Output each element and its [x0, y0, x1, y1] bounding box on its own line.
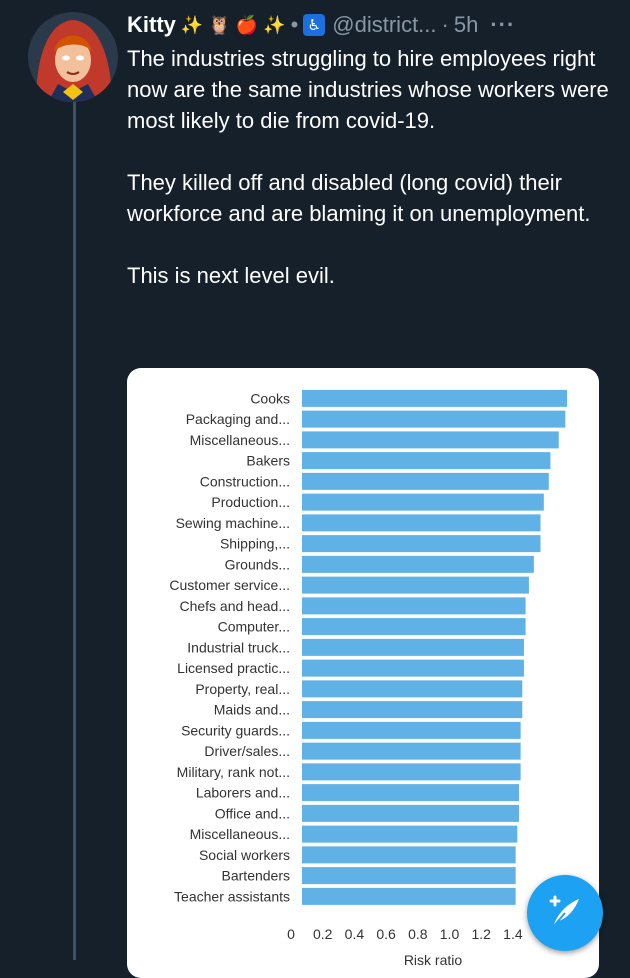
- category-label: Laborers and...: [196, 785, 290, 801]
- bar: [302, 721, 521, 739]
- bar: [302, 763, 521, 781]
- bar: [302, 535, 541, 553]
- x-tick-label: 1.0: [440, 926, 460, 942]
- bar: [302, 825, 518, 843]
- bar: [302, 431, 559, 449]
- bar: [302, 867, 516, 885]
- bar: [302, 597, 526, 615]
- category-label: Sewing machine...: [176, 515, 290, 531]
- risk-ratio-bar-chart: Cooks Packaging and... Miscellaneous... Bak…: [169, 389, 567, 968]
- category-label: Construction...: [200, 473, 290, 489]
- bar: [302, 659, 524, 677]
- category-label: Social workers: [199, 847, 290, 863]
- bar: [302, 846, 516, 864]
- tweet-paragraph: This is next level evil.: [127, 263, 335, 288]
- category-label: Security guards...: [181, 722, 290, 738]
- bar: [302, 576, 529, 594]
- bar: [302, 638, 524, 656]
- bar: [302, 452, 551, 470]
- bar: [302, 680, 523, 698]
- category-label: Customer service...: [169, 577, 290, 593]
- bar: [302, 555, 534, 573]
- bar: [302, 514, 541, 532]
- x-tick-label: 0.8: [408, 926, 428, 942]
- sparkles-icon: ✨: [180, 14, 204, 35]
- owl-icon: 🦉: [208, 14, 231, 35]
- category-label: Packaging and...: [186, 411, 290, 427]
- chart-image[interactable]: Cooks Packaging and... Miscellaneous... Bak…: [127, 368, 599, 978]
- tweet-time[interactable]: 5h: [453, 12, 479, 37]
- x-tick-label: 0.4: [345, 926, 365, 942]
- bar: [302, 493, 544, 511]
- x-tick-label: 0.6: [376, 926, 396, 942]
- more-options-icon[interactable]: ···: [490, 12, 516, 37]
- category-label: Grounds...: [225, 556, 290, 572]
- compose-button[interactable]: [527, 875, 603, 951]
- wheelchair-icon: ♿: [303, 14, 326, 36]
- category-label: Cooks: [250, 390, 290, 406]
- category-label: Miscellaneous...: [190, 432, 290, 448]
- category-label: Bartenders: [222, 868, 290, 884]
- bar: [302, 804, 519, 822]
- category-label: Military, rank not...: [177, 764, 290, 780]
- separator-dot: ·: [441, 12, 449, 37]
- bar: [302, 784, 519, 802]
- category-label: Maids and...: [214, 702, 290, 718]
- tweet-paragraph: They killed off and disabled (long covid…: [127, 170, 591, 226]
- x-tick-label: 0.2: [313, 926, 333, 942]
- bar: [302, 701, 523, 719]
- category-label: Production...: [211, 494, 290, 510]
- category-label: Licensed practic...: [177, 660, 290, 676]
- sparkles-icon: ✨: [263, 14, 286, 35]
- category-label: Bakers: [246, 453, 290, 469]
- category-label: Industrial truck...: [187, 639, 290, 655]
- x-tick-label: 0: [287, 926, 295, 942]
- thread-line: [73, 95, 76, 960]
- tweet-paragraph: The industries struggling to hire employ…: [127, 46, 609, 133]
- compose-feather-icon: [549, 895, 579, 928]
- bar: [302, 472, 549, 490]
- category-label: Chefs and head...: [179, 598, 290, 614]
- bar: [302, 389, 567, 407]
- category-label: Office and...: [215, 805, 290, 821]
- bar: [302, 887, 516, 905]
- separator-dot: •: [290, 12, 299, 37]
- category-label: Teacher assistants: [174, 888, 290, 904]
- category-label: Property, real...: [195, 681, 290, 697]
- bar: [302, 618, 526, 636]
- category-label: Shipping,...: [220, 536, 290, 552]
- apple-icon: 🍎: [235, 14, 259, 35]
- avatar[interactable]: [28, 12, 118, 102]
- tweet-header: Kitty ✨ 🦉 🍎 ✨ • ♿ @district... · 5h ···: [127, 8, 620, 42]
- category-label: Computer...: [218, 619, 290, 635]
- x-tick-label: 1.2: [471, 926, 491, 942]
- category-label: Miscellaneous...: [190, 826, 290, 842]
- tweet-text: The industries struggling to hire employ…: [127, 43, 617, 291]
- x-tick-label: 1.4: [503, 926, 523, 942]
- bar: [302, 410, 566, 428]
- author-handle[interactable]: @district...: [332, 12, 437, 37]
- category-label: Driver/sales...: [204, 743, 290, 759]
- bar: [302, 742, 521, 760]
- author-name[interactable]: Kitty: [127, 12, 176, 37]
